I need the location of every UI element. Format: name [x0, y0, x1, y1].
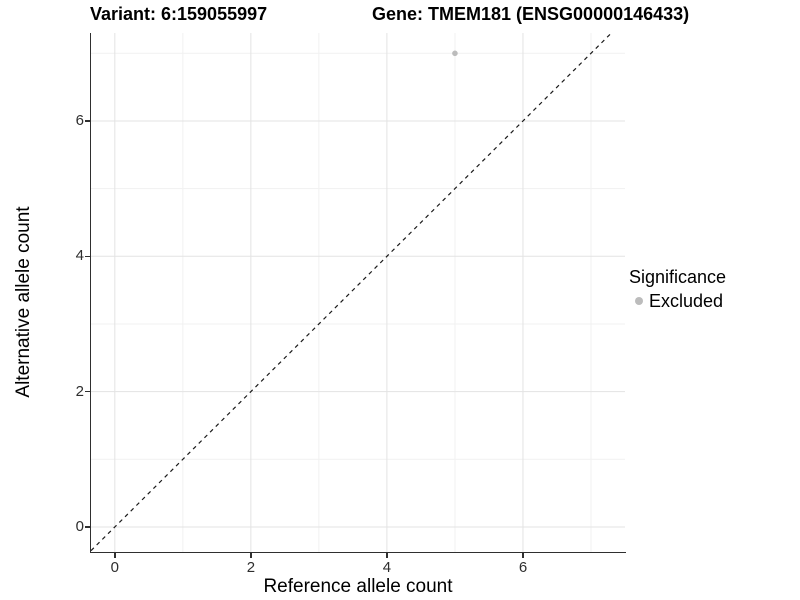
data-point [452, 50, 458, 57]
y-tick-mark [84, 255, 90, 257]
legend: Significance Excluded [627, 266, 726, 312]
y-tick-label: 0 [75, 518, 84, 535]
x-tick-label: 4 [382, 559, 392, 576]
y-tick-mark [84, 526, 90, 528]
y-axis-line [89, 33, 92, 553]
y-axis-title: Alternative allele count [13, 206, 34, 398]
y-tick-label: 2 [75, 382, 84, 400]
x-tick-mark [250, 552, 252, 558]
y-tick-mark [84, 120, 90, 122]
x-tick-label: 6 [518, 559, 528, 576]
legend-title: Significance [629, 267, 727, 287]
x-axis-line [89, 551, 626, 554]
identity-reference-line [91, 33, 612, 552]
x-tick-label: 2 [246, 559, 256, 576]
x-tick-mark [386, 552, 388, 558]
legend-item-label: Excluded [649, 291, 724, 311]
y-tick-label: 4 [75, 247, 84, 265]
x-axis-title: Reference allele count [263, 576, 453, 597]
legend-item-excluded: Excluded [627, 290, 726, 312]
y-tick-mark [84, 390, 90, 393]
excluded-point-icon [635, 297, 643, 305]
plot-panel [91, 33, 625, 552]
x-tick-mark [114, 552, 116, 558]
x-tick-mark [522, 552, 524, 558]
variant-title: Variant: 6:159055997 [90, 4, 268, 24]
y-tick-label: 6 [75, 112, 84, 129]
gene-title: Gene: TMEM181 (ENSG00000146433) [372, 4, 690, 24]
x-tick-label: 0 [110, 559, 119, 576]
